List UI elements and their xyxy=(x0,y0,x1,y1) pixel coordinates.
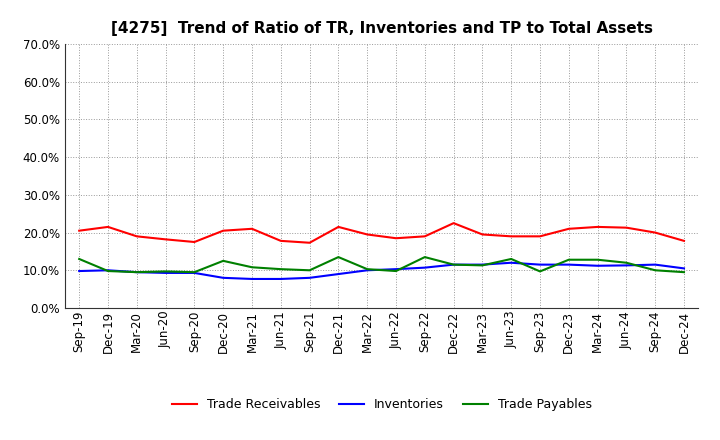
Trade Payables xyxy=(248,264,256,270)
Inventories xyxy=(104,268,112,273)
Trade Receivables xyxy=(305,240,314,246)
Trade Receivables xyxy=(75,228,84,233)
Trade Payables xyxy=(564,257,573,262)
Trade Receivables xyxy=(622,225,631,230)
Trade Payables xyxy=(507,257,516,262)
Trade Receivables xyxy=(507,234,516,239)
Trade Payables xyxy=(104,268,112,274)
Trade Receivables xyxy=(536,234,544,239)
Inventories xyxy=(334,271,343,277)
Inventories xyxy=(420,265,429,270)
Trade Receivables xyxy=(680,238,688,243)
Trade Payables xyxy=(478,263,487,268)
Inventories xyxy=(593,263,602,268)
Trade Payables xyxy=(449,262,458,267)
Inventories xyxy=(219,275,228,280)
Trade Receivables xyxy=(651,230,660,235)
Legend: Trade Receivables, Inventories, Trade Payables: Trade Receivables, Inventories, Trade Pa… xyxy=(166,393,597,416)
Trade Receivables xyxy=(593,224,602,230)
Trade Payables xyxy=(75,257,84,262)
Inventories xyxy=(161,270,170,275)
Trade Receivables xyxy=(564,226,573,231)
Trade Receivables xyxy=(420,234,429,239)
Trade Receivables xyxy=(132,234,141,239)
Inventories xyxy=(680,266,688,271)
Inventories xyxy=(75,268,84,274)
Inventories xyxy=(564,262,573,267)
Inventories xyxy=(622,263,631,268)
Trade Receivables xyxy=(161,237,170,242)
Trade Receivables xyxy=(334,224,343,230)
Title: [4275]  Trend of Ratio of TR, Inventories and TP to Total Assets: [4275] Trend of Ratio of TR, Inventories… xyxy=(111,21,652,36)
Trade Payables xyxy=(276,267,285,272)
Inventories xyxy=(248,276,256,282)
Line: Trade Receivables: Trade Receivables xyxy=(79,223,684,243)
Inventories xyxy=(132,270,141,275)
Trade Payables xyxy=(420,254,429,260)
Inventories xyxy=(276,276,285,282)
Trade Payables xyxy=(536,269,544,274)
Inventories xyxy=(305,275,314,280)
Trade Receivables xyxy=(392,235,400,241)
Inventories xyxy=(478,262,487,267)
Trade Payables xyxy=(334,254,343,260)
Trade Receivables xyxy=(248,226,256,231)
Trade Payables xyxy=(622,260,631,265)
Trade Payables xyxy=(161,269,170,274)
Trade Payables xyxy=(305,268,314,273)
Trade Payables xyxy=(680,270,688,275)
Inventories xyxy=(536,262,544,267)
Trade Payables xyxy=(132,270,141,275)
Trade Payables xyxy=(651,268,660,273)
Inventories xyxy=(190,270,199,275)
Trade Receivables xyxy=(104,224,112,230)
Inventories xyxy=(363,268,372,273)
Line: Inventories: Inventories xyxy=(79,263,684,279)
Trade Payables xyxy=(190,270,199,275)
Trade Payables xyxy=(593,257,602,262)
Trade Payables xyxy=(219,258,228,264)
Trade Receivables xyxy=(190,239,199,245)
Inventories xyxy=(651,262,660,267)
Trade Receivables xyxy=(276,238,285,243)
Line: Trade Payables: Trade Payables xyxy=(79,257,684,272)
Trade Payables xyxy=(363,267,372,272)
Trade Payables xyxy=(392,268,400,274)
Trade Receivables xyxy=(449,220,458,226)
Trade Receivables xyxy=(478,232,487,237)
Inventories xyxy=(392,267,400,272)
Inventories xyxy=(507,260,516,265)
Inventories xyxy=(449,262,458,267)
Trade Receivables xyxy=(363,232,372,237)
Trade Receivables xyxy=(219,228,228,233)
